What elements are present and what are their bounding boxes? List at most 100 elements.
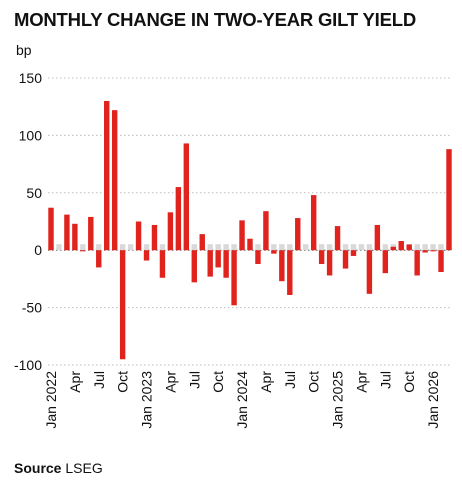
month-marker <box>358 244 365 251</box>
month-marker <box>438 244 444 251</box>
bar <box>430 250 436 252</box>
month-marker <box>382 244 389 251</box>
bar <box>159 250 166 278</box>
y-axis-ticks: -100 -50 0 50 100 150 <box>14 70 42 373</box>
bar <box>263 211 269 251</box>
month-marker <box>96 244 102 251</box>
bar <box>350 250 357 256</box>
month-marker <box>143 244 150 251</box>
bar <box>191 250 197 283</box>
x-tick-label: Jan 2026 <box>425 371 441 429</box>
month-marker <box>80 244 86 251</box>
bar <box>72 223 78 251</box>
source-label: Source <box>14 460 62 476</box>
bar <box>406 244 412 251</box>
month-marker <box>271 244 277 251</box>
bar <box>135 221 142 251</box>
y-tick-label: 50 <box>26 185 42 201</box>
bar <box>223 250 229 278</box>
y-tick-label: 100 <box>19 127 43 143</box>
bar <box>215 250 221 268</box>
x-tick-label: Jan 2022 <box>43 371 59 429</box>
month-marker <box>223 244 229 251</box>
bar <box>247 238 253 251</box>
x-tick-label: Oct <box>401 371 417 393</box>
month-marker <box>279 244 285 251</box>
x-tick-label: Oct <box>210 371 226 393</box>
month-marker <box>255 244 261 251</box>
month-marker <box>414 244 420 251</box>
bar <box>390 246 396 251</box>
bar <box>255 250 261 264</box>
x-tick-label: Jul <box>377 371 393 389</box>
bar <box>374 224 381 251</box>
month-marker <box>231 244 237 251</box>
bar <box>64 214 70 251</box>
x-axis-ticks: Jan 2022 Apr Jul Oct Jan 2023 Apr Jul Oct Jan 20… <box>43 371 441 429</box>
bar <box>111 110 118 251</box>
bars <box>48 100 452 360</box>
bar <box>318 250 325 264</box>
bar <box>80 250 86 252</box>
y-tick-label: -50 <box>22 300 42 316</box>
month-marker <box>159 244 166 251</box>
bar <box>48 207 54 251</box>
month-marker <box>318 244 325 251</box>
y-axis-unit-label: bp <box>16 42 32 58</box>
x-tick-label: Jan 2024 <box>234 371 250 429</box>
source-note: Source LSEG <box>14 460 103 476</box>
bar <box>326 250 333 276</box>
y-tick-label: 150 <box>19 70 43 86</box>
x-tick-label: Oct <box>306 371 322 393</box>
bar <box>143 250 150 261</box>
bar <box>398 241 404 251</box>
bar <box>175 187 182 251</box>
source-text: LSEG <box>65 460 103 476</box>
x-tick-label: Apr <box>67 371 83 393</box>
month-marker <box>350 244 357 251</box>
y-tick-label: 0 <box>34 242 42 258</box>
bar <box>239 220 245 251</box>
bar <box>96 250 102 268</box>
x-tick-label: Jan 2023 <box>139 371 155 429</box>
x-tick-label: Apr <box>162 371 178 393</box>
bar <box>422 250 428 253</box>
month-marker <box>430 244 436 251</box>
bar <box>231 250 237 306</box>
bar <box>271 250 277 254</box>
x-tick-label: Jul <box>91 371 107 389</box>
bar <box>295 218 301 251</box>
bar <box>287 250 293 295</box>
x-tick-label: Jul <box>282 371 298 389</box>
x-tick-label: Oct <box>115 371 131 393</box>
month-marker <box>127 244 134 251</box>
bar <box>446 149 452 251</box>
bar <box>366 250 373 294</box>
month-marker <box>207 244 213 251</box>
bar <box>342 250 349 269</box>
month-marker <box>287 244 293 251</box>
y-tick-label: -100 <box>14 357 42 373</box>
month-marker <box>342 244 349 251</box>
month-marker <box>191 244 197 251</box>
bar <box>310 195 317 251</box>
gridlines <box>48 77 452 366</box>
bar <box>88 216 94 251</box>
x-tick-label: Jul <box>186 371 202 389</box>
month-marker <box>366 244 373 251</box>
month-marker <box>303 244 309 251</box>
month-marker <box>422 244 428 251</box>
month-marker <box>215 244 221 251</box>
bar <box>279 250 285 282</box>
bar <box>104 100 110 251</box>
bar <box>334 226 341 251</box>
bar <box>151 224 158 251</box>
x-tick-label: Apr <box>353 371 369 393</box>
bar <box>438 250 444 273</box>
bar <box>199 234 205 251</box>
bar <box>119 250 126 360</box>
bar <box>414 250 420 276</box>
month-marker <box>119 244 126 251</box>
bar <box>382 250 389 274</box>
